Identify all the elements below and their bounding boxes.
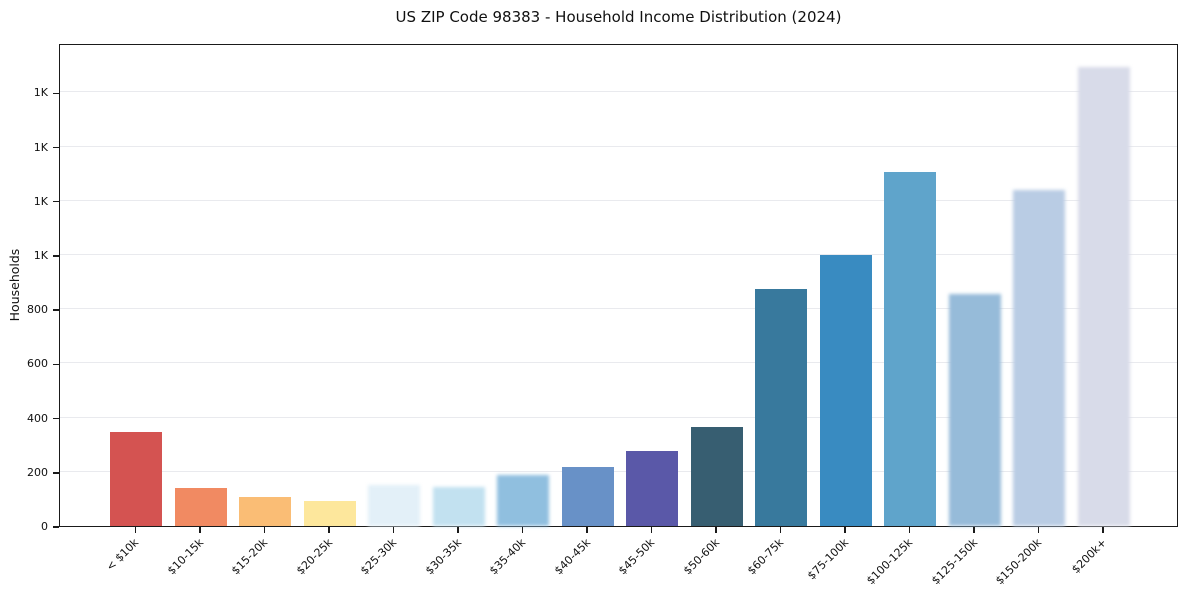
y-tick-label: 400 bbox=[27, 411, 48, 425]
gridline bbox=[60, 470, 1177, 472]
y-tick-label: 200 bbox=[27, 465, 48, 479]
bar-40-45k bbox=[561, 466, 614, 526]
x-tick-mark bbox=[199, 527, 201, 533]
bar-10-15k bbox=[174, 488, 227, 526]
y-tick-label: 1K bbox=[33, 86, 48, 100]
bar-125-150k bbox=[948, 294, 1001, 526]
x-tick-mark bbox=[715, 527, 717, 533]
bar-35-40k bbox=[497, 475, 550, 526]
y-tick-mark bbox=[53, 417, 59, 420]
x-tick-mark bbox=[521, 527, 524, 533]
y-tick-mark bbox=[53, 255, 59, 257]
x-tick-mark bbox=[1037, 527, 1040, 533]
bar-45-50k bbox=[626, 450, 679, 526]
gridline bbox=[60, 254, 1177, 255]
x-tick-mark bbox=[263, 527, 266, 533]
gridline bbox=[60, 199, 1177, 201]
bar-10k bbox=[110, 432, 163, 526]
x-tick-mark bbox=[844, 527, 846, 533]
x-tick-mark bbox=[973, 527, 975, 533]
bar-150-200k bbox=[1013, 189, 1066, 526]
gridline bbox=[60, 91, 1177, 93]
x-tick-mark bbox=[779, 527, 782, 533]
gridline bbox=[60, 145, 1177, 147]
gridline bbox=[60, 416, 1177, 418]
plot-area bbox=[59, 44, 1178, 527]
bar-60-75k bbox=[755, 288, 808, 526]
y-tick-label: 1K bbox=[33, 194, 48, 208]
y-tick-label: 1K bbox=[33, 249, 48, 262]
x-tick-mark bbox=[586, 527, 588, 533]
y-tick-mark bbox=[53, 526, 59, 528]
bar-50-60k bbox=[690, 427, 743, 526]
y-tick-mark bbox=[53, 92, 59, 95]
bar-15-20k bbox=[239, 497, 292, 526]
y-tick-mark bbox=[53, 200, 59, 203]
y-tick-mark bbox=[53, 309, 59, 311]
y-axis-label: Households bbox=[7, 248, 22, 322]
x-tick-mark bbox=[1102, 527, 1104, 533]
bar-200k bbox=[1077, 67, 1130, 526]
y-tick-label: 1K bbox=[33, 140, 48, 154]
x-tick-mark bbox=[392, 527, 395, 533]
y-tick-mark bbox=[53, 363, 59, 366]
y-tick-label: 0 bbox=[41, 520, 48, 533]
x-tick-mark bbox=[457, 527, 459, 533]
bar-75-100k bbox=[819, 254, 872, 526]
x-tick-mark bbox=[328, 527, 330, 533]
bar-30-35k bbox=[432, 486, 485, 526]
x-tick-mark bbox=[908, 527, 911, 533]
y-tick-label: 800 bbox=[27, 303, 48, 317]
x-tick-label: < $10k bbox=[103, 536, 142, 574]
x-tick-mark bbox=[650, 527, 653, 533]
bar-20-25k bbox=[303, 500, 356, 526]
gridline bbox=[60, 308, 1177, 310]
y-tick-mark bbox=[53, 472, 59, 474]
bar-100-125k bbox=[884, 171, 937, 526]
chart-title: US ZIP Code 98383 - Household Income Dis… bbox=[395, 8, 842, 26]
gridline bbox=[60, 362, 1177, 364]
y-tick-label: 600 bbox=[27, 357, 48, 371]
bar-25-30k bbox=[368, 484, 421, 526]
y-tick-mark bbox=[53, 146, 59, 149]
x-tick-mark bbox=[134, 527, 137, 533]
